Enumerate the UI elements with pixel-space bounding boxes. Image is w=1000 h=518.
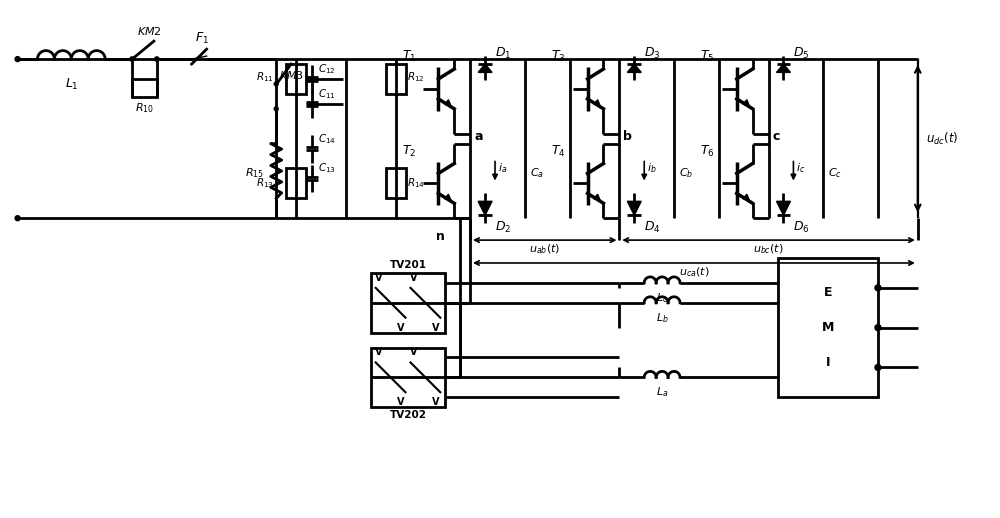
Text: V: V [432, 397, 439, 407]
Polygon shape [627, 202, 641, 215]
Text: $L_1$: $L_1$ [65, 77, 79, 92]
Text: V: V [397, 397, 404, 407]
Bar [132, 79, 157, 97]
Circle shape [875, 285, 881, 291]
Text: $C_b$: $C_b$ [679, 167, 693, 180]
Circle shape [274, 82, 278, 86]
Text: $R_{11}$: $R_{11}$ [256, 70, 274, 84]
Text: E: E [824, 286, 832, 299]
Circle shape [875, 325, 881, 330]
Text: c: c [773, 130, 780, 143]
Text: $R_{15}$: $R_{15}$ [245, 167, 264, 180]
Polygon shape [478, 64, 492, 73]
Text: $C_{14}$: $C_{14}$ [318, 132, 336, 146]
Text: $i_c$: $i_c$ [796, 162, 806, 176]
Text: V: V [375, 273, 382, 283]
Text: V: V [432, 323, 439, 333]
Text: $u_{ab}(t)$: $u_{ab}(t)$ [529, 242, 560, 256]
Polygon shape [478, 202, 492, 215]
Text: $T_2$: $T_2$ [402, 143, 416, 159]
Text: $C_c$: $C_c$ [828, 167, 842, 180]
Text: M: M [822, 321, 834, 334]
Text: b: b [623, 130, 632, 143]
Text: $C_{11}$: $C_{11}$ [318, 87, 336, 101]
Text: $u_{dc}(t)$: $u_{dc}(t)$ [926, 131, 958, 147]
Bar [386, 168, 406, 198]
Text: $T_6$: $T_6$ [700, 143, 715, 159]
Circle shape [274, 107, 278, 111]
Text: $L_a$: $L_a$ [656, 385, 668, 399]
Text: a: a [474, 130, 483, 143]
Polygon shape [777, 202, 790, 215]
Circle shape [15, 215, 20, 221]
Text: $L_b$: $L_b$ [656, 311, 668, 324]
Text: $D_2$: $D_2$ [495, 220, 511, 235]
Polygon shape [627, 64, 641, 73]
Text: $R_{12}$: $R_{12}$ [407, 70, 425, 84]
Circle shape [15, 56, 20, 62]
Bar [286, 168, 306, 198]
Text: $R_{10}$: $R_{10}$ [135, 101, 154, 114]
Text: $D_6$: $D_6$ [793, 220, 810, 235]
Text: $C_{13}$: $C_{13}$ [318, 162, 336, 176]
Text: $C_{12}$: $C_{12}$ [318, 62, 336, 76]
Text: I: I [826, 356, 830, 369]
Text: TV202: TV202 [389, 410, 426, 420]
Text: TV201: TV201 [389, 260, 426, 270]
Text: $D_4$: $D_4$ [644, 220, 661, 235]
Text: V: V [410, 348, 417, 357]
Circle shape [130, 57, 134, 61]
Text: $KM2$: $KM2$ [137, 25, 162, 37]
Text: $u_{bc}(t)$: $u_{bc}(t)$ [753, 242, 784, 256]
Text: $u_{ca}(t)$: $u_{ca}(t)$ [679, 265, 709, 279]
Bar [371, 273, 445, 333]
Text: $KM3$: $KM3$ [279, 69, 304, 81]
Text: $D_5$: $D_5$ [793, 46, 810, 61]
Text: $L_c$: $L_c$ [656, 291, 668, 305]
Circle shape [155, 57, 159, 61]
Text: $D_1$: $D_1$ [495, 46, 511, 61]
Text: $R_{13}$: $R_{13}$ [256, 177, 274, 190]
Bar [386, 64, 406, 94]
Text: $i_b$: $i_b$ [647, 162, 657, 176]
Text: $T_3$: $T_3$ [551, 49, 566, 64]
Text: n: n [436, 230, 445, 243]
Text: $T_4$: $T_4$ [551, 143, 566, 159]
Polygon shape [777, 64, 790, 73]
Text: V: V [375, 348, 382, 357]
Text: $T_5$: $T_5$ [700, 49, 715, 64]
Text: $C_a$: $C_a$ [530, 167, 544, 180]
Text: V: V [397, 323, 404, 333]
Text: $R_{14}$: $R_{14}$ [407, 177, 426, 190]
Text: $D_3$: $D_3$ [644, 46, 661, 61]
Bar [371, 348, 445, 407]
Circle shape [875, 365, 881, 370]
Text: $T_1$: $T_1$ [402, 49, 416, 64]
Bar [286, 64, 306, 94]
Text: $i_a$: $i_a$ [498, 162, 507, 176]
Bar [778, 258, 878, 397]
Text: V: V [410, 273, 417, 283]
Text: $F_1$: $F_1$ [195, 31, 209, 46]
